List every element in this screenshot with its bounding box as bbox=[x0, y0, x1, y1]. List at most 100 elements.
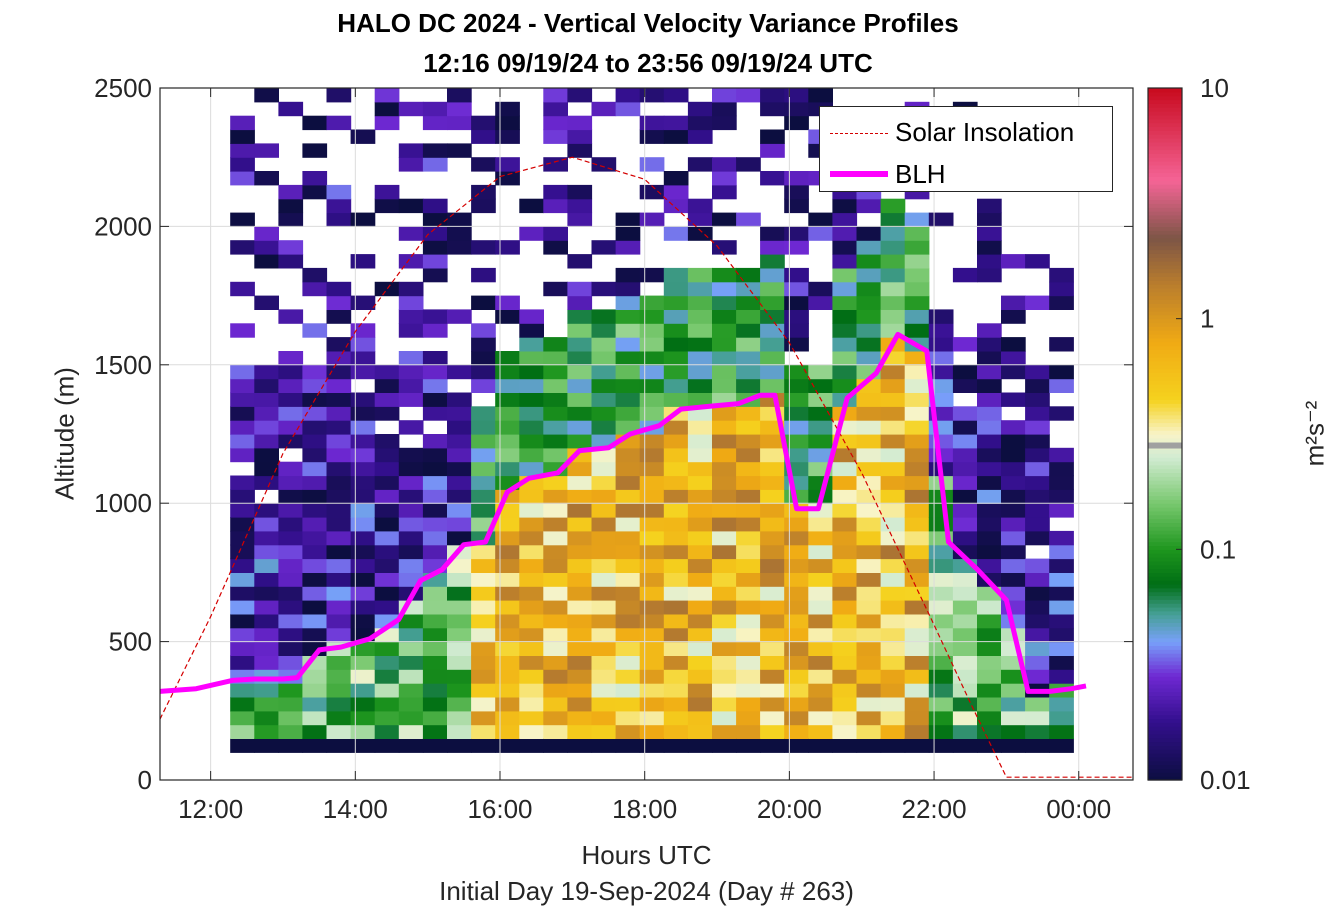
heatmap-cell bbox=[760, 683, 785, 698]
x-tick-label: 22:00 bbox=[902, 794, 967, 824]
heatmap-cell bbox=[880, 198, 906, 214]
heatmap-cell bbox=[928, 544, 954, 560]
heatmap-cell bbox=[977, 517, 1002, 532]
heatmap-cell bbox=[398, 461, 424, 477]
heatmap-cell bbox=[1025, 517, 1050, 532]
heatmap-cell bbox=[856, 475, 882, 490]
heatmap-cell bbox=[712, 724, 737, 739]
heatmap-cell bbox=[591, 613, 617, 629]
heatmap-cell bbox=[639, 503, 665, 518]
heatmap-cell bbox=[326, 697, 352, 712]
heatmap-cell bbox=[832, 309, 858, 324]
heatmap-cell bbox=[422, 724, 448, 739]
heatmap-cell bbox=[350, 710, 376, 726]
heatmap-cell bbox=[1049, 295, 1074, 310]
heatmap-cell bbox=[350, 129, 376, 144]
heatmap-cell bbox=[254, 447, 279, 463]
heatmap-cell bbox=[712, 364, 737, 380]
heatmap-cell bbox=[1001, 517, 1026, 532]
heatmap-cell bbox=[326, 627, 352, 643]
colorbar-segment bbox=[1148, 437, 1182, 443]
heatmap-cell bbox=[326, 392, 352, 407]
heatmap-cell bbox=[760, 337, 785, 352]
heatmap-cell bbox=[736, 420, 761, 435]
heatmap-cell bbox=[302, 378, 328, 393]
colorbar-segment bbox=[1148, 230, 1182, 235]
heatmap-cell bbox=[1001, 558, 1026, 573]
heatmap-cell bbox=[350, 461, 376, 477]
heatmap-cell bbox=[471, 420, 496, 435]
heatmap-cell bbox=[374, 364, 400, 380]
colorbar-segment bbox=[1148, 380, 1182, 385]
heatmap-cell bbox=[977, 212, 1002, 227]
colorbar-segment bbox=[1148, 403, 1182, 408]
heatmap-cell bbox=[687, 641, 713, 656]
heatmap-cell bbox=[760, 171, 785, 186]
heatmap-cell bbox=[904, 406, 930, 421]
heatmap-cell bbox=[736, 88, 761, 103]
heatmap-cell bbox=[519, 434, 544, 449]
heatmap-cell bbox=[591, 600, 617, 615]
heatmap-cell bbox=[615, 683, 641, 698]
heatmap-cell bbox=[278, 254, 304, 269]
heatmap-cell bbox=[278, 392, 304, 407]
heatmap-cell bbox=[543, 738, 568, 753]
heatmap-cell bbox=[784, 171, 809, 186]
heatmap-cell bbox=[808, 364, 833, 380]
heatmap-cell bbox=[471, 406, 496, 421]
colorbar-segment bbox=[1148, 291, 1182, 297]
heatmap-cell bbox=[687, 351, 713, 366]
colorbar-label: m²s⁻² bbox=[1299, 400, 1330, 467]
legend-swatch-blh bbox=[830, 171, 888, 177]
heatmap-cell bbox=[567, 600, 593, 615]
heatmap-cell bbox=[567, 184, 593, 200]
heatmap-cell bbox=[639, 461, 665, 477]
colorbar-segment bbox=[1148, 541, 1182, 547]
heatmap-cell bbox=[302, 530, 328, 546]
heatmap-cell bbox=[254, 420, 279, 435]
heatmap-cell bbox=[736, 447, 761, 463]
colorbar-segment bbox=[1148, 468, 1182, 474]
heatmap-cell bbox=[736, 558, 761, 573]
heatmap-cell bbox=[567, 641, 593, 656]
heatmap-cell bbox=[350, 475, 376, 490]
heatmap-cell bbox=[904, 544, 930, 560]
heatmap-cell bbox=[447, 697, 472, 712]
heatmap-cell bbox=[663, 627, 689, 643]
colorbar-segment bbox=[1148, 630, 1182, 635]
heatmap-cell bbox=[928, 724, 954, 739]
heatmap-cell bbox=[736, 738, 761, 753]
heatmap-cell bbox=[447, 364, 472, 380]
heatmap-cell bbox=[543, 544, 568, 560]
heatmap-cell bbox=[977, 351, 1002, 366]
heatmap-cell bbox=[543, 447, 568, 463]
heatmap-cell bbox=[398, 378, 424, 393]
colorbar-segment bbox=[1148, 122, 1182, 128]
heatmap-cell bbox=[808, 627, 833, 643]
heatmap-cell bbox=[326, 461, 352, 477]
heatmap-cell bbox=[808, 558, 833, 573]
heatmap-cell bbox=[471, 558, 496, 573]
heatmap-cell bbox=[615, 309, 641, 324]
y-tick-label: 2000 bbox=[94, 211, 152, 241]
heatmap-cell bbox=[832, 530, 858, 546]
heatmap-cell bbox=[230, 157, 255, 172]
heatmap-cell bbox=[615, 655, 641, 670]
colorbar-segment bbox=[1148, 295, 1182, 301]
heatmap-cell bbox=[712, 461, 737, 477]
heatmap-cell bbox=[687, 364, 713, 380]
heatmap-cell bbox=[374, 517, 400, 532]
heatmap-cell bbox=[687, 434, 713, 449]
heatmap-cell bbox=[615, 364, 641, 380]
heatmap-cell bbox=[977, 323, 1002, 338]
heatmap-cell bbox=[350, 669, 376, 684]
heatmap-cell bbox=[398, 627, 424, 643]
heatmap-cell bbox=[784, 683, 809, 698]
heatmap-cell bbox=[784, 406, 809, 421]
colorbar-segment bbox=[1148, 241, 1182, 247]
tick-labels: 12:00 14:00 16:00 18:00 20:00 22:00 00:00 0 500 1… bbox=[94, 73, 1111, 824]
heatmap-cell bbox=[977, 655, 1002, 670]
heatmap-cell bbox=[615, 212, 641, 227]
heatmap-cell bbox=[326, 669, 352, 684]
heatmap-cell bbox=[567, 558, 593, 573]
